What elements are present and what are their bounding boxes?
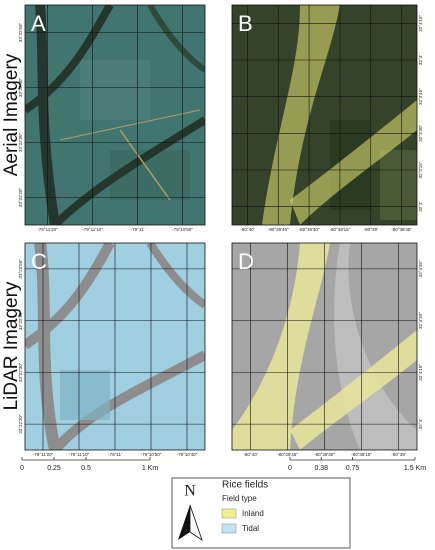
lon-label: -80°39'30" (299, 227, 320, 232)
lon-label: -80°40' (240, 227, 254, 232)
panel-letter: B (238, 11, 253, 36)
panel-frame (231, 4, 418, 226)
lon-label: -79°11' (108, 452, 122, 457)
legend-subtitle: Field type (222, 494, 257, 503)
north-label: N (184, 483, 196, 500)
lat-label: 33°22'30" (18, 362, 23, 382)
lat-label: 32°4'45" (418, 260, 423, 277)
legend-box (171, 477, 351, 549)
lon-label: -80°39'30" (314, 452, 335, 457)
legend-swatch (221, 508, 237, 519)
lat-label: 33°22'30" (18, 132, 23, 152)
panel-frame (24, 4, 206, 226)
lon-label: -80°39' (364, 227, 378, 232)
lon-label: -80°39'45" (277, 452, 298, 457)
panel-letter: A (31, 11, 46, 36)
lon-label: -79°11' (131, 227, 145, 232)
map-a (25, 5, 205, 225)
scale-label: 1 Km (142, 465, 159, 472)
lon-label: -80°40' (243, 452, 257, 457)
lon-label: -80°38'45" (391, 227, 412, 232)
lon-label: -79°11'10" (69, 452, 90, 457)
lat-label: 33°22'50" (18, 259, 23, 279)
scale-label: 1.5 Km (404, 465, 426, 472)
map-b (232, 5, 417, 225)
panel-letter: D (238, 249, 254, 274)
lat-label: 32°3' (418, 201, 423, 211)
legend-title: Rice fields (222, 480, 268, 491)
panel-frame (24, 242, 206, 451)
north-arrow (189, 504, 203, 541)
lon-label: -80°39' (391, 452, 405, 457)
legend-item: Inland (242, 509, 264, 518)
scale-label: 0.38 (314, 465, 328, 472)
lat-label: 32°4'15" (418, 15, 423, 32)
lat-label: 33°22'40" (18, 77, 23, 97)
panel-letter: C (31, 249, 47, 274)
scale-label: 0 (20, 465, 24, 472)
north-arrow (178, 505, 190, 540)
lat-label: 33°22'20" (18, 187, 23, 207)
lat-label: 32°3'45" (418, 88, 423, 105)
lat-label: 33°22'40" (18, 311, 23, 331)
scale-label: 0 (288, 465, 292, 472)
lat-label: 32°3'15" (418, 161, 423, 178)
lon-label: -79°10'50" (141, 452, 162, 457)
lat-label: 32°4'15" (418, 364, 423, 381)
lat-label: 32°3'30" (418, 125, 423, 142)
legend-swatch (221, 523, 237, 534)
scale-label: 0.5 (81, 465, 91, 472)
scale-label: 0.25 (47, 465, 61, 472)
scale-label: 0.75 (346, 465, 360, 472)
lon-label: -79°11'20" (37, 227, 58, 232)
row-label: Aerial Imagery (1, 53, 22, 176)
lon-label: -80°39'15" (351, 452, 372, 457)
lon-label: -79°10'50" (172, 227, 193, 232)
lon-label: -79°11'20" (33, 452, 54, 457)
row-label: LiDAR Imagery (1, 281, 22, 410)
lat-label: 32°4'30" (418, 312, 423, 329)
lon-label: -79°11'10" (82, 227, 103, 232)
legend-item: Tidal (242, 524, 259, 533)
lat-label: 33°22'20" (18, 414, 23, 434)
lon-label: -80°39'45" (268, 227, 289, 232)
lon-label: -80°39'15" (330, 227, 351, 232)
lat-label: 32°4' (418, 419, 423, 429)
lon-label: -79°10'40" (177, 452, 198, 457)
panel-frame (231, 242, 418, 451)
lat-label: 32°4' (418, 55, 423, 65)
lat-label: 33°22'50" (18, 22, 23, 42)
